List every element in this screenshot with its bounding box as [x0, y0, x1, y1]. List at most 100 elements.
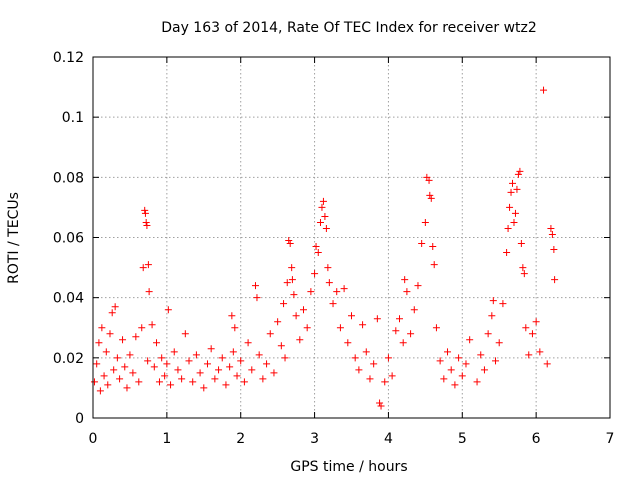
- data-point: [528, 330, 536, 338]
- x-tick-label: 2: [236, 431, 245, 447]
- data-point: [292, 312, 300, 320]
- data-point: [274, 318, 282, 326]
- data-point: [170, 348, 178, 356]
- x-tick-label: 3: [310, 431, 319, 447]
- data-point: [436, 357, 444, 365]
- data-point: [307, 288, 315, 296]
- data-point: [503, 249, 511, 257]
- data-point: [511, 209, 519, 217]
- data-point: [366, 375, 374, 383]
- data-point: [196, 369, 204, 377]
- data-point: [427, 194, 435, 202]
- data-point: [203, 360, 211, 368]
- data-point: [96, 387, 104, 395]
- y-tick-labels: 0 0.02 0.04 0.06 0.08 0.1 0.12: [53, 50, 84, 427]
- data-point: [255, 351, 263, 359]
- data-point: [233, 372, 241, 380]
- data-point: [141, 206, 149, 214]
- data-point: [519, 264, 527, 272]
- data-point: [473, 378, 481, 386]
- data-point: [447, 366, 455, 374]
- data-point: [536, 348, 544, 356]
- data-point: [288, 276, 296, 284]
- data-point: [142, 218, 150, 226]
- data-point: [129, 369, 137, 377]
- data-point: [158, 354, 166, 362]
- data-point: [418, 240, 426, 248]
- data-point: [145, 288, 153, 296]
- data-point: [218, 354, 226, 362]
- data-point: [401, 276, 409, 284]
- x-axis-label: GPS time / hours: [290, 459, 407, 475]
- data-point: [148, 321, 156, 329]
- data-point: [248, 366, 256, 374]
- data-point: [355, 366, 363, 374]
- data-point: [462, 360, 470, 368]
- data-point: [455, 354, 463, 362]
- data-point: [266, 330, 274, 338]
- data-point: [381, 378, 389, 386]
- data-point: [520, 270, 528, 278]
- data-point: [126, 351, 134, 359]
- data-point: [510, 218, 518, 226]
- x-tick-label: 6: [532, 431, 541, 447]
- data-point: [321, 212, 329, 220]
- data-point: [430, 261, 438, 269]
- axis-ticks: [92, 56, 611, 419]
- data-point: [373, 315, 381, 323]
- data-point: [421, 218, 429, 226]
- data-point: [288, 264, 296, 272]
- data-point: [532, 318, 540, 326]
- data-point: [351, 354, 359, 362]
- data-point: [161, 372, 169, 380]
- data-point: [174, 366, 182, 374]
- data-point: [432, 324, 440, 332]
- data-point: [299, 306, 307, 314]
- data-point: [104, 381, 112, 389]
- data-point: [189, 378, 197, 386]
- data-point: [229, 348, 237, 356]
- data-point: [135, 378, 143, 386]
- data-point: [325, 279, 333, 287]
- data-point: [132, 333, 140, 341]
- data-point: [324, 264, 332, 272]
- data-point: [547, 224, 555, 232]
- data-point: [466, 336, 474, 344]
- data-point: [509, 179, 517, 187]
- data-point: [296, 336, 304, 344]
- data-point: [167, 381, 175, 389]
- data-point: [551, 276, 559, 284]
- data-point: [336, 324, 344, 332]
- data-point: [540, 86, 548, 94]
- data-point: [222, 381, 230, 389]
- data-point: [489, 297, 497, 305]
- data-point: [303, 324, 311, 332]
- data-point: [316, 218, 324, 226]
- data-point: [480, 366, 488, 374]
- data-point: [499, 300, 507, 308]
- data-point: [192, 351, 200, 359]
- data-point: [106, 330, 114, 338]
- data-point: [504, 224, 512, 232]
- x-tick-label: 7: [606, 431, 615, 447]
- data-point: [113, 354, 121, 362]
- data-point: [426, 191, 434, 199]
- data-point: [141, 209, 149, 217]
- data-point: [290, 291, 298, 299]
- data-point: [121, 363, 129, 371]
- data-point: [311, 270, 319, 278]
- x-tick-label: 5: [458, 431, 467, 447]
- data-point: [228, 312, 236, 320]
- data-point: [322, 224, 330, 232]
- data-point: [410, 306, 418, 314]
- data-point: [283, 279, 291, 287]
- data-point: [444, 348, 452, 356]
- data-point: [513, 185, 521, 193]
- data-point: [333, 288, 341, 296]
- data-point: [119, 336, 127, 344]
- y-tick-label: 0.12: [53, 50, 84, 66]
- data-point: [362, 348, 370, 356]
- gridlines: [93, 57, 610, 418]
- data-point: [259, 375, 267, 383]
- data-point: [100, 372, 108, 380]
